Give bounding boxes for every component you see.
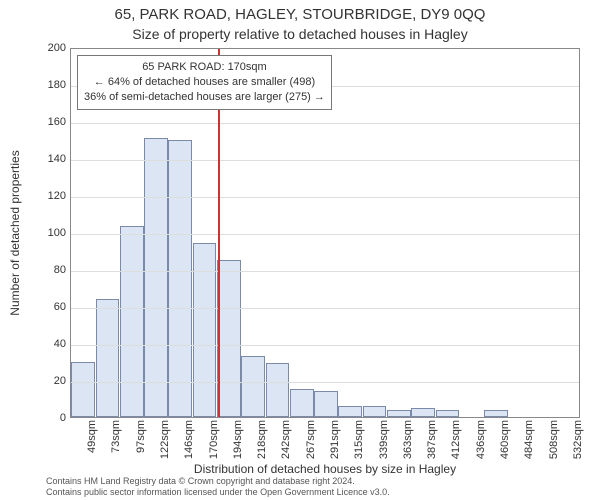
annotation-line2: ← 64% of detached houses are smaller (49… (84, 75, 325, 90)
x-axis-label: Distribution of detached houses by size … (70, 462, 580, 476)
bar (96, 299, 120, 417)
annotation-line3: 36% of semi-detached houses are larger (… (84, 90, 325, 105)
ytick-label: 0 (36, 412, 66, 424)
bar (217, 260, 241, 417)
gridline (71, 308, 579, 309)
gridline (71, 160, 579, 161)
ytick-label: 180 (36, 79, 66, 91)
ytick-label: 60 (36, 301, 66, 313)
bar (241, 356, 265, 417)
bar (290, 389, 314, 417)
ytick-label: 160 (36, 116, 66, 128)
gridline (71, 382, 579, 383)
bar (168, 140, 192, 418)
ytick-label: 20 (36, 375, 66, 387)
bar (193, 243, 217, 417)
gridline (71, 123, 579, 124)
chart-root: 65, PARK ROAD, HAGLEY, STOURBRIDGE, DY9 … (0, 0, 600, 500)
bar (71, 362, 95, 418)
footer: Contains HM Land Registry data © Crown c… (46, 476, 390, 498)
ytick-label: 120 (36, 190, 66, 202)
plot-area: 65 PARK ROAD: 170sqm ← 64% of detached h… (70, 48, 580, 418)
ytick-label: 200 (36, 42, 66, 54)
footer-line1: Contains HM Land Registry data © Crown c… (46, 476, 390, 487)
gridline (71, 234, 579, 235)
y-axis-label: Number of detached properties (8, 68, 22, 233)
gridline (71, 197, 579, 198)
bar (338, 406, 362, 417)
footer-line2: Contains public sector information licen… (46, 487, 390, 498)
bar (314, 391, 338, 417)
bar (144, 138, 168, 417)
subtitle: Size of property relative to detached ho… (0, 26, 600, 42)
annotation-line1: 65 PARK ROAD: 170sqm (84, 60, 325, 75)
annotation-box: 65 PARK ROAD: 170sqm ← 64% of detached h… (77, 55, 332, 110)
bar (387, 410, 411, 417)
bar (484, 410, 508, 417)
ytick-label: 80 (36, 264, 66, 276)
ytick-label: 40 (36, 338, 66, 350)
ytick-label: 100 (36, 227, 66, 239)
bar (120, 226, 144, 417)
bar (436, 410, 460, 417)
bar (411, 408, 435, 417)
bar (266, 363, 290, 417)
gridline (71, 271, 579, 272)
gridline (71, 345, 579, 346)
bar (363, 406, 387, 417)
ytick-label: 140 (36, 153, 66, 165)
address-title: 65, PARK ROAD, HAGLEY, STOURBRIDGE, DY9 … (0, 6, 600, 23)
